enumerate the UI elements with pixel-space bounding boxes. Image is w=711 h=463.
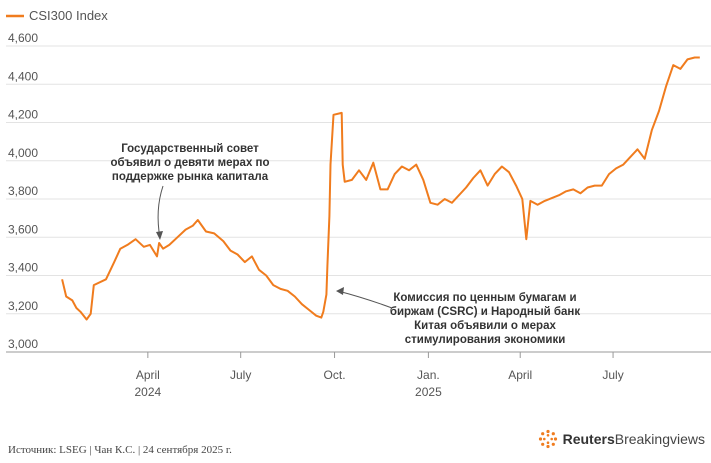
annotation-2-line-3: Китая объявили о мерах bbox=[414, 320, 556, 332]
x-tick-label: July bbox=[230, 368, 251, 382]
annotation-2-arrowhead bbox=[336, 287, 344, 295]
annotation-1-line-2: объявил о девяти мерах по bbox=[110, 157, 269, 169]
annotation-2-line-1: Комиссия по ценным бумагам и bbox=[393, 292, 576, 304]
gridlines bbox=[6, 45, 711, 353]
annotation-state-council: Государственный совет объявил о девяти м… bbox=[110, 143, 270, 240]
brand-bold: Reuters bbox=[562, 431, 615, 447]
y-tick-label: 3,600 bbox=[8, 222, 38, 236]
csi300-series-line bbox=[61, 56, 700, 321]
x-tick-label: April bbox=[136, 368, 160, 382]
annotation-2-line-4: стимулирования экономики bbox=[405, 334, 566, 346]
annotation-2-arrow bbox=[337, 290, 393, 309]
y-tick-label: 3,400 bbox=[8, 261, 38, 275]
y-tick-label: 4,200 bbox=[8, 108, 38, 122]
annotation-1-arrow bbox=[157, 185, 164, 239]
x-tick-label: Jan. bbox=[417, 368, 440, 382]
reuters-dots-icon bbox=[538, 429, 557, 449]
legend-label: CSI300 Index bbox=[29, 8, 108, 23]
annotation-csrc-pboc: Комиссия по ценным бумагам и биржам (CSR… bbox=[336, 287, 580, 346]
x-tick-label: July bbox=[602, 368, 623, 382]
x-tick-year-label: 2025 bbox=[415, 385, 442, 399]
y-tick-label: 4,000 bbox=[8, 146, 38, 160]
brand-light: Breakingviews bbox=[614, 431, 705, 447]
y-tick-label: 3,000 bbox=[8, 337, 38, 351]
y-tick-label: 4,600 bbox=[8, 31, 38, 45]
source-footer: Источник: LSEG | Чан К.С. | 24 сентября … bbox=[8, 444, 232, 456]
y-tick-label: 4,400 bbox=[8, 69, 38, 83]
x-axis-ticks: April 2024 July Oct. Jan. 2025 April July bbox=[134, 352, 624, 399]
annotation-2-line-2: биржам (CSRC) и Народный банк bbox=[390, 306, 581, 318]
y-axis-ticks: 3,000 3,200 3,400 3,600 3,800 4,000 4,200 4,400… bbox=[8, 31, 38, 351]
y-tick-label: 3,200 bbox=[8, 299, 38, 313]
y-tick-label: 3,800 bbox=[8, 184, 38, 198]
annotation-1-arrowhead bbox=[156, 231, 163, 240]
x-tick-year-label: 2024 bbox=[134, 385, 161, 399]
x-tick-label: April bbox=[508, 368, 532, 382]
annotation-1-line-3: поддержке рынка капитала bbox=[112, 171, 269, 183]
annotation-1-line-1: Государственный совет bbox=[121, 143, 259, 155]
x-tick-label: Oct. bbox=[324, 368, 346, 382]
reuters-breakingviews-logo: ReutersBreakingviews bbox=[538, 429, 705, 449]
